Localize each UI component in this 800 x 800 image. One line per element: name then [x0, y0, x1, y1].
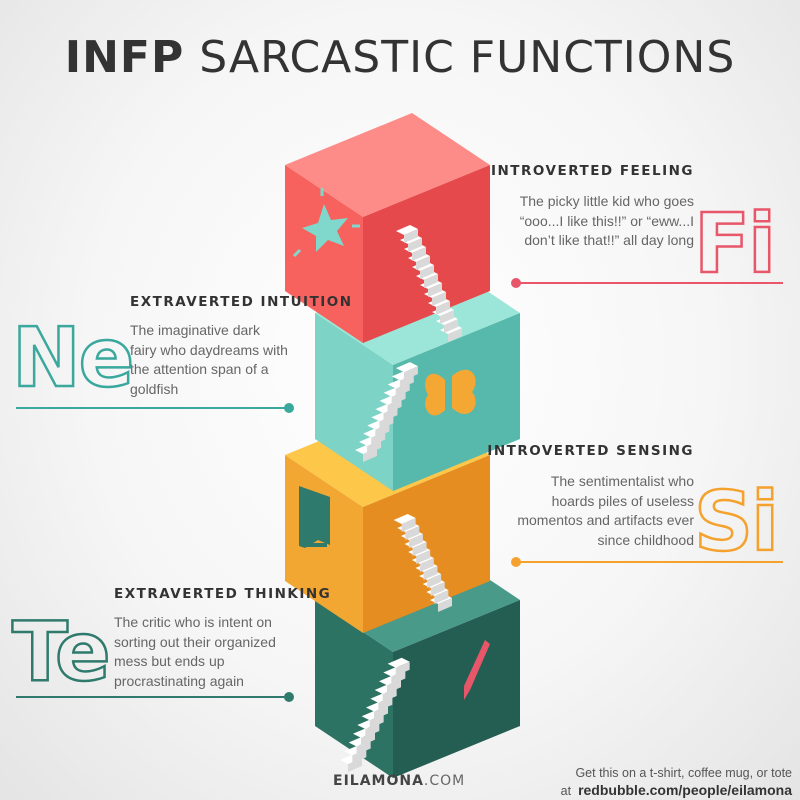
si-heading: INTROVERTED SENSING: [487, 443, 694, 459]
te-description: The critic who is intent on sorting out …: [114, 614, 276, 689]
ne-code: Ne: [11, 311, 136, 406]
te-code: Te: [11, 605, 112, 700]
butterfly-icon: [425, 369, 476, 416]
si-description: The sentimentalist who hoards piles of u…: [517, 473, 694, 548]
connector-te: [16, 692, 294, 702]
ne-description: The imaginative dark fairy who daydreams…: [130, 322, 288, 397]
fountain-pen-icon: [464, 640, 490, 700]
fi-code: Fi: [693, 197, 778, 292]
fi-block: [285, 113, 490, 343]
fi-heading: INTROVERTED FEELING: [490, 163, 694, 179]
si-code: Si: [693, 475, 781, 570]
connector-si: [511, 557, 783, 567]
fi-description: The picky little kid who goes “ooo...I l…: [519, 193, 694, 248]
promo-text: Get this on a t-shirt, coffee mug, or to…: [560, 766, 792, 798]
connector-ne: [16, 403, 294, 413]
staircase: [340, 225, 462, 772]
ne-heading: EXTRAVERTED INTUITION: [130, 294, 353, 310]
brand-logo: EILAMONA.COM: [333, 773, 466, 789]
connector-fi: [511, 278, 783, 288]
book-icon: [299, 486, 330, 548]
promo-link[interactable]: redbubble.com/people/eilamona: [578, 782, 792, 798]
star-icon: [292, 188, 360, 258]
page-title: INFP SARCASTIC FUNCTIONS: [64, 32, 736, 83]
te-heading: EXTRAVERTED THINKING: [114, 586, 332, 602]
